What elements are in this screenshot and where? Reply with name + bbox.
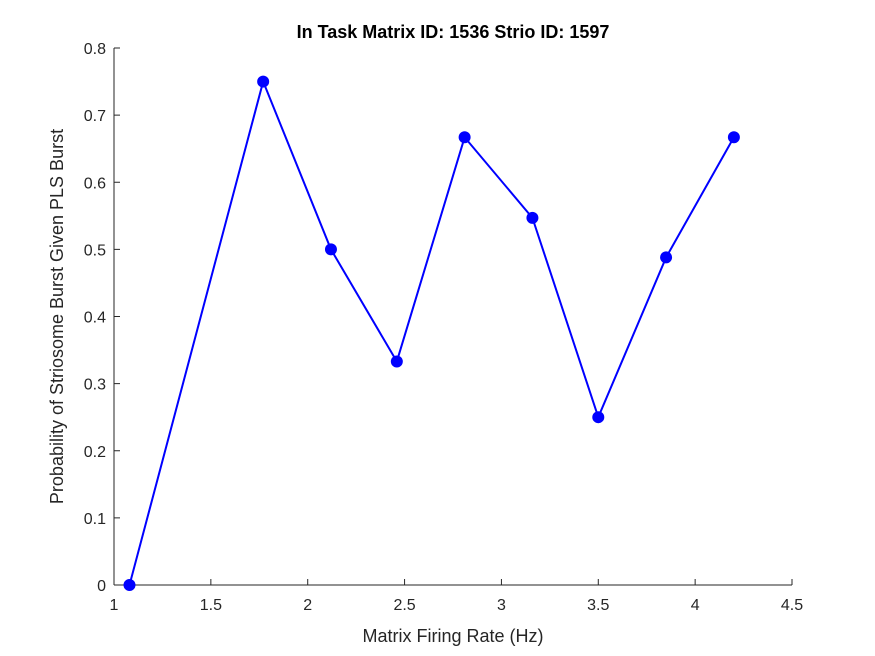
y-tick-label: 0.1 [84,511,106,528]
data-point [592,411,605,424]
x-tick-label: 2 [303,597,312,614]
data-point [324,243,337,256]
x-tick-label: 1 [110,597,119,614]
y-tick-label: 0.8 [84,41,106,58]
y-tick-label: 0.2 [84,444,106,461]
data-point [660,251,673,264]
x-tick-label: 4 [691,597,700,614]
data-point [390,355,403,368]
y-tick-label: 0 [97,578,106,595]
x-tick-label: 3.5 [587,597,609,614]
plot-area [123,75,740,591]
series-line [128,78,735,586]
data-point [257,75,270,88]
x-tick-label: 2.5 [393,597,415,614]
x-tick-label: 3 [497,597,506,614]
y-tick-label: 0.5 [84,242,106,259]
chart-title: In Task Matrix ID: 1536 Strio ID: 1597 [297,22,610,42]
x-tick-label: 1.5 [200,597,222,614]
y-tick-label: 0.7 [84,108,106,125]
data-point [526,211,539,224]
y-tick-label: 0.6 [84,175,106,192]
y-axis-label: Probability of Striosome Burst Given PLS… [47,129,67,504]
axes: 1 1.5 2 2.5 3 3.5 4 4.5 0 0.1 0.2 0.3 0.4 0.5 0.6 0.7 0.… [84,41,803,614]
data-point [458,131,471,144]
data-point [727,131,740,144]
y-tick-label: 0.4 [84,310,106,327]
data-point [123,579,136,591]
x-axis-label: Matrix Firing Rate (Hz) [362,626,543,646]
y-tick-label: 0.3 [84,377,106,394]
x-tick-label: 4.5 [781,597,803,614]
